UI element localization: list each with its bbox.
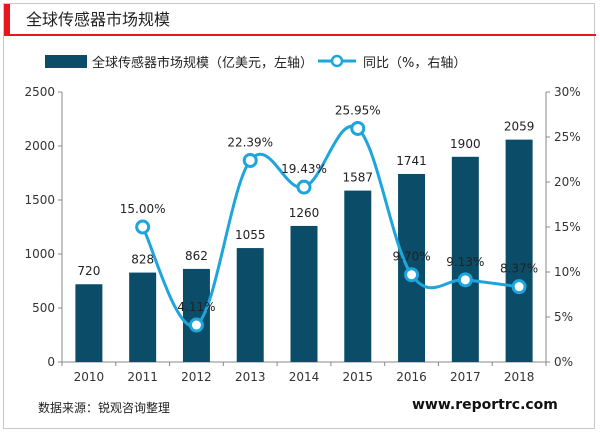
- page-title: 全球传感器市场规模: [26, 10, 171, 29]
- bar-value-label: 1055: [235, 228, 266, 242]
- right-axis-tick-label: 30%: [554, 85, 581, 99]
- title-accent-bar: [4, 4, 10, 36]
- bar-2011: [129, 272, 157, 362]
- yoy-value-label: 25.95%: [335, 103, 381, 117]
- left-axis-tick-label: 500: [32, 301, 55, 315]
- bar-value-label: 2059: [504, 120, 535, 134]
- x-axis-tick-label: 2013: [235, 370, 266, 384]
- yoy-value-label: 19.43%: [281, 162, 327, 176]
- bar-value-label: 1587: [343, 171, 374, 185]
- x-axis-tick-label: 2012: [181, 370, 212, 384]
- yoy-line-layer: 15.00% 4.11% 22.39% 19.43% 25.95% 9.70% 9.13% 8…: [120, 103, 538, 333]
- legend-bar-label: 全球传感器市场规模（亿美元，左轴）: [92, 55, 313, 71]
- yoy-value-label: 15.00%: [120, 202, 166, 216]
- bar-2018: [505, 139, 533, 362]
- bar-value-label: 720: [77, 264, 100, 278]
- yoy-point-2011: [135, 219, 151, 235]
- data-source-note: 数据来源：锐观咨询整理: [38, 401, 171, 415]
- bar-value-label: 1741: [396, 154, 427, 168]
- right-axis-tick-label: 0%: [554, 355, 573, 369]
- bar-2013: [236, 248, 264, 362]
- yoy-value-label: 22.39%: [227, 135, 273, 149]
- yoy-point-2014: [296, 179, 312, 195]
- right-axis-tick-label: 15%: [554, 220, 581, 234]
- x-axis-tick-label: 2017: [450, 370, 481, 384]
- yoy-point-2013: [242, 152, 258, 168]
- bar-value-label: 1900: [450, 137, 481, 151]
- yoy-point-2015: [350, 120, 366, 136]
- yoy-value-label: 9.70%: [392, 250, 430, 264]
- right-axis-tick-label: 5%: [554, 310, 573, 324]
- bars: 720 828 862 1055 1260 1587 1741 1900 2059: [75, 120, 534, 362]
- bar-2014: [290, 225, 318, 362]
- right-axis-tick-label: 25%: [554, 130, 581, 144]
- chart-frame: 全球传感器市场规模: [3, 3, 596, 429]
- bar-2017: [451, 156, 479, 362]
- yoy-value-label: 9.13%: [446, 255, 484, 269]
- x-axis-tick-label: 2018: [504, 370, 535, 384]
- bar-2010: [75, 284, 103, 362]
- legend-line-label: 同比（%，右轴）: [363, 56, 466, 71]
- yoy-value-label: 4.11%: [177, 300, 215, 314]
- x-axis-tick-label: 2010: [74, 370, 105, 384]
- left-axis-tick-label: 2000: [24, 139, 55, 153]
- left-axis-tick-label: 1000: [24, 247, 55, 261]
- legend-bar-swatch: [45, 55, 87, 68]
- bar-value-label: 828: [131, 253, 154, 267]
- yoy-point-2017: [457, 272, 473, 288]
- yoy-point-2018: [511, 279, 527, 295]
- bar-value-label: 1260: [289, 206, 320, 220]
- yoy-value-label: 8.37%: [500, 262, 538, 276]
- axes: 0 500 1000 1500 2000 2500 0% 5% 10% 15% 20% 25% 30% 2…: [24, 85, 580, 384]
- left-axis-tick-label: 0: [47, 355, 55, 369]
- x-axis-tick-label: 2015: [343, 370, 374, 384]
- left-axis-tick-label: 1500: [24, 193, 55, 207]
- website-link[interactable]: www.reportrc.com: [412, 397, 558, 413]
- bar-2012: [182, 268, 210, 362]
- title-underline: [10, 34, 596, 36]
- bar-2015: [344, 190, 372, 362]
- x-axis-tick-label: 2011: [127, 370, 158, 384]
- yoy-point-2012: [188, 317, 204, 333]
- legend: 全球传感器市场规模（亿美元，左轴） 同比（%，右轴）: [45, 54, 466, 71]
- x-axis-tick-label: 2014: [289, 370, 320, 384]
- yoy-point-2016: [404, 267, 420, 283]
- right-axis-tick-label: 20%: [554, 175, 581, 189]
- right-axis-tick-label: 10%: [554, 265, 581, 279]
- left-axis-tick-label: 2500: [24, 85, 55, 99]
- title-bar: 全球传感器市场规模: [4, 4, 596, 36]
- bar-value-label: 862: [185, 249, 208, 263]
- x-axis-tick-label: 2016: [396, 370, 427, 384]
- legend-line-marker: [330, 54, 344, 68]
